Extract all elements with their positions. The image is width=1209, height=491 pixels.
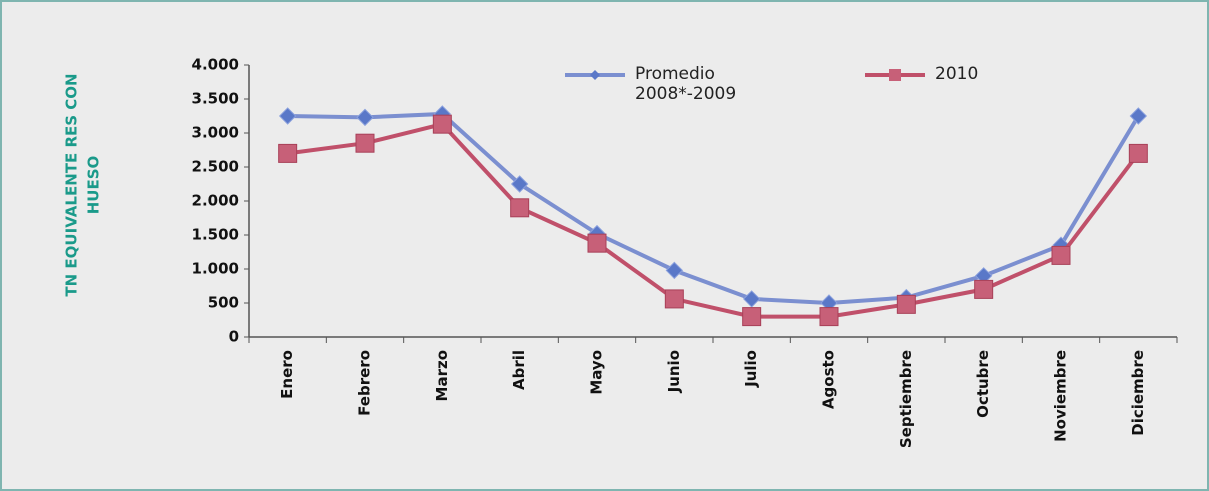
- data-point: [510, 175, 529, 193]
- y-tick-label: 1.500: [192, 226, 239, 244]
- data-point: [278, 143, 298, 163]
- series-line: [287, 121, 1140, 319]
- legend-marker: [590, 70, 600, 80]
- y-axis-label: TN EQUIVALENTE RES CON: [63, 73, 81, 296]
- data-point: [278, 107, 297, 125]
- y-tick-label: 3.000: [192, 124, 239, 142]
- data-point: [974, 279, 994, 299]
- series-line: [287, 111, 1141, 306]
- data-point: [665, 261, 684, 280]
- data-point: [742, 290, 761, 308]
- y-tick-label: 3.500: [192, 90, 239, 108]
- y-tick-label: 0: [229, 328, 239, 346]
- data-point: [1129, 107, 1148, 125]
- x-tick-label: Abril: [510, 350, 528, 390]
- data-point: [432, 114, 452, 134]
- data-point: [587, 233, 607, 253]
- data-point: [355, 133, 375, 153]
- legend-marker: [889, 69, 901, 81]
- y-tick-label: 2.000: [192, 192, 239, 210]
- data-point: [742, 307, 762, 327]
- data-point: [510, 198, 530, 218]
- x-tick-label: Agosto: [820, 350, 838, 409]
- x-tick-label: Febrero: [356, 350, 374, 416]
- legend-label: 2010: [935, 64, 979, 84]
- x-tick-label: Marzo: [433, 350, 451, 401]
- legend-label: Promedio 2008*-2009: [635, 64, 737, 104]
- x-tick-label: Julio: [742, 350, 760, 388]
- x-tick-label: Septiembre: [897, 350, 915, 448]
- y-axis-label: HUESO: [85, 156, 103, 215]
- x-tick-label: Mayo: [588, 350, 606, 395]
- y-tick-label: 2.500: [192, 158, 239, 176]
- data-point: [356, 108, 374, 127]
- x-tick-label: Diciembre: [1129, 350, 1147, 436]
- x-tick-label: Octubre: [974, 350, 992, 418]
- x-tick-label: Enero: [278, 350, 296, 399]
- x-tick-label: Noviembre: [1052, 350, 1070, 442]
- data-point: [896, 294, 916, 314]
- data-point: [664, 289, 684, 309]
- x-tick-label: Junio: [665, 350, 683, 393]
- y-tick-label: 500: [208, 294, 239, 312]
- data-point: [1051, 245, 1071, 265]
- data-point: [1128, 143, 1148, 163]
- y-tick-label: 4.000: [192, 56, 239, 74]
- y-tick-label: 1.000: [192, 260, 239, 278]
- data-point: [819, 307, 839, 327]
